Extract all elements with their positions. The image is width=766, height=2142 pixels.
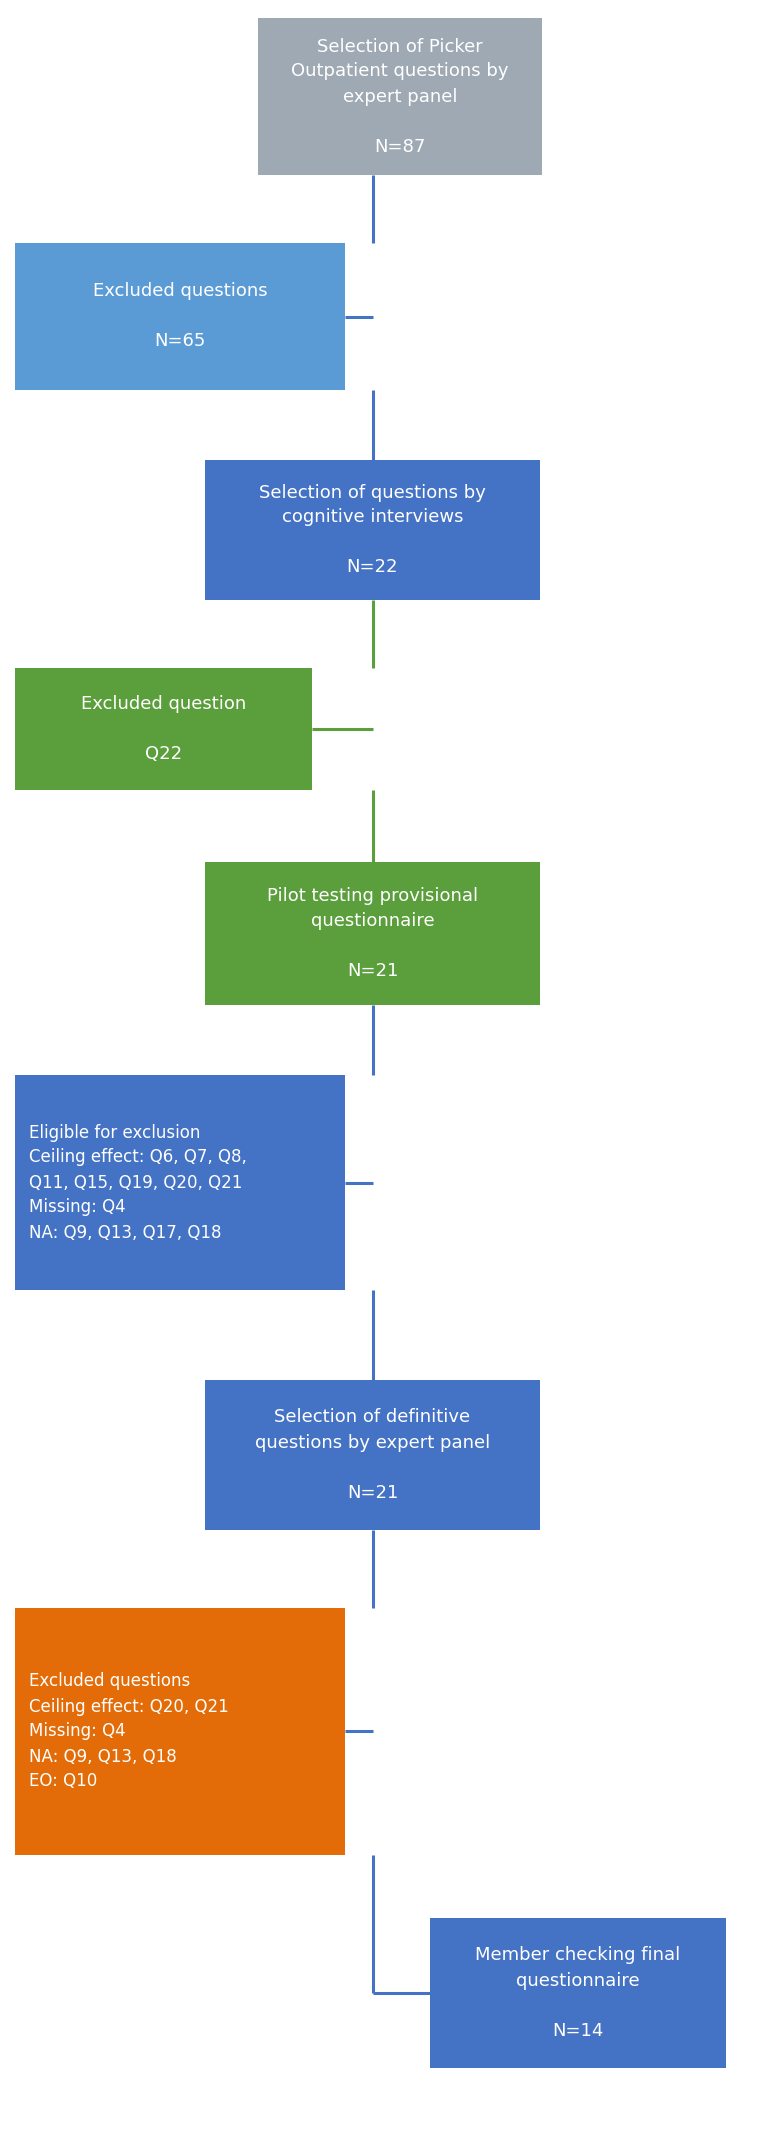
Text: Selection of questions by
cognitive interviews

N=22: Selection of questions by cognitive inte… xyxy=(259,484,486,576)
FancyBboxPatch shape xyxy=(430,1917,726,2067)
FancyBboxPatch shape xyxy=(205,461,540,600)
FancyBboxPatch shape xyxy=(15,1609,345,1855)
Text: Pilot testing provisional
questionnaire

N=21: Pilot testing provisional questionnaire … xyxy=(267,887,478,981)
Text: Excluded questions

N=65: Excluded questions N=65 xyxy=(93,283,267,351)
FancyBboxPatch shape xyxy=(15,242,345,390)
Text: Eligible for exclusion
Ceiling effect: Q6, Q7, Q8,
Q11, Q15, Q19, Q20, Q21
Missi: Eligible for exclusion Ceiling effect: Q… xyxy=(29,1125,247,1242)
FancyBboxPatch shape xyxy=(258,17,542,176)
Text: Selection of definitive
questions by expert panel

N=21: Selection of definitive questions by exp… xyxy=(255,1409,490,1502)
FancyBboxPatch shape xyxy=(205,1379,540,1529)
Text: Member checking final
questionnaire

N=14: Member checking final questionnaire N=14 xyxy=(476,1947,681,2039)
FancyBboxPatch shape xyxy=(205,861,540,1005)
Text: Selection of Picker
Outpatient questions by
expert panel

N=87: Selection of Picker Outpatient questions… xyxy=(291,39,509,156)
FancyBboxPatch shape xyxy=(15,668,312,790)
FancyBboxPatch shape xyxy=(15,1075,345,1289)
Text: Excluded question

Q22: Excluded question Q22 xyxy=(81,694,246,763)
Text: Excluded questions
Ceiling effect: Q20, Q21
Missing: Q4
NA: Q9, Q13, Q18
EO: Q10: Excluded questions Ceiling effect: Q20, … xyxy=(29,1673,229,1791)
